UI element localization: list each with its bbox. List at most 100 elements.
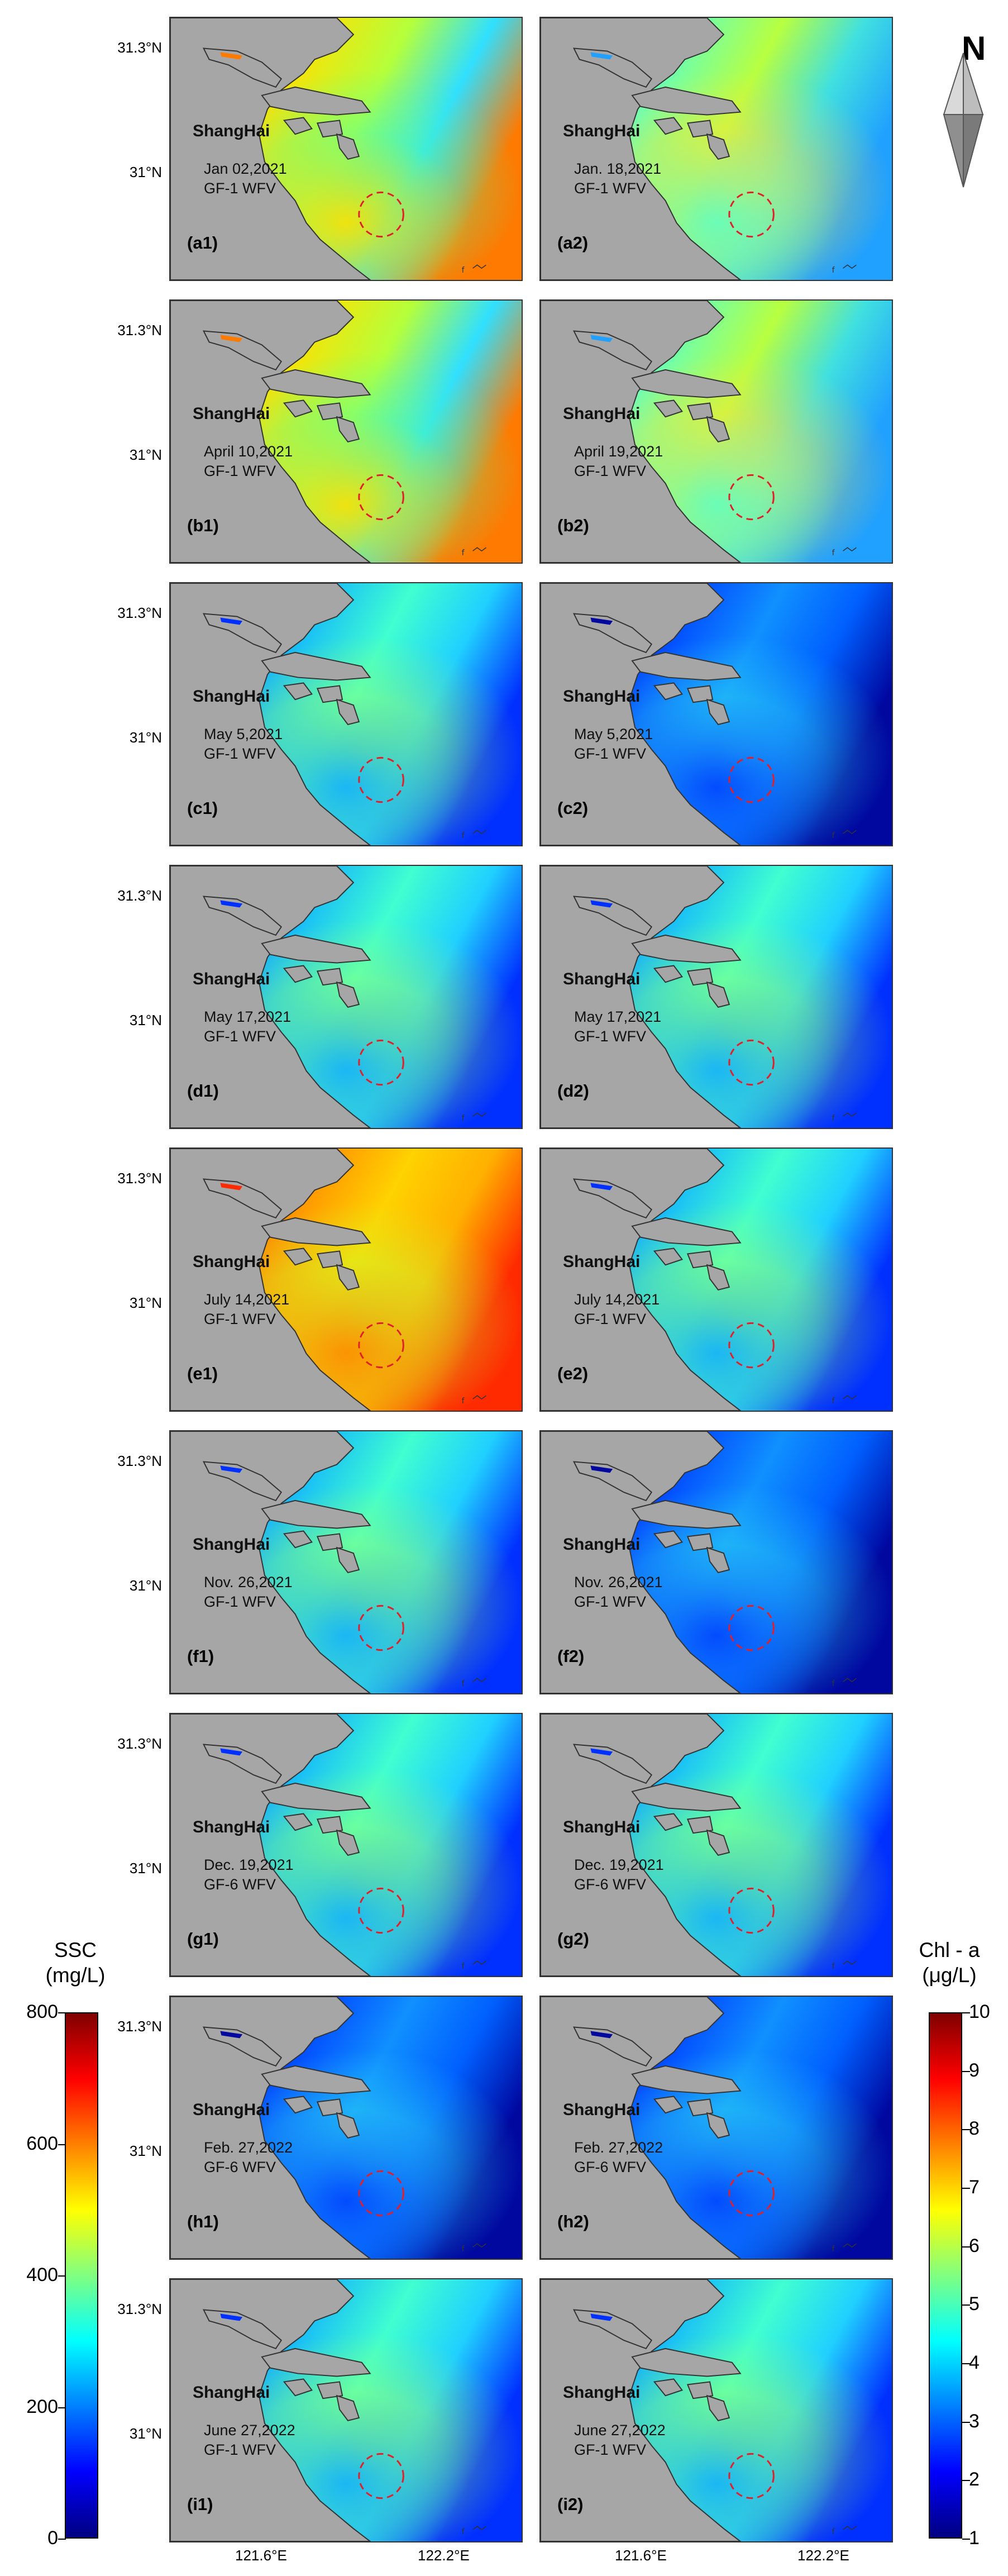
map-panel-d2: f ShangHai May 17,2021 GF-1 WFV (d2) (539, 865, 893, 1129)
date-label: May 5,2021 (574, 726, 653, 742)
svg-text:f: f (832, 1679, 835, 1688)
sensor-label: GF-1 WFV (204, 1593, 276, 1610)
map-panel-g2: f ShangHai Dec. 19,2021 GF-6 WFV (g2) (539, 1713, 893, 1977)
lat-label-31: 31°N (129, 2425, 162, 2442)
date-label: Jan 02,2021 (204, 160, 287, 177)
map-panel-b1: f ShangHai April 10,2021 GF-1 WFV (b1) (169, 299, 523, 564)
svg-text:f: f (462, 2245, 465, 2254)
date-label: June 27,2022 (574, 2422, 666, 2439)
lon-label-122-2: 122.2°E (418, 2547, 470, 2564)
map-image: f (170, 2279, 522, 2541)
city-label: ShangHai (193, 687, 270, 706)
svg-text:f: f (832, 1962, 835, 1971)
colorbar-tick-label: 9 (969, 2059, 980, 2081)
sensor-label: GF-6 WFV (204, 1876, 276, 1893)
map-panel-i2: f ShangHai June 27,2022 GF-1 WFV (i2) (539, 2278, 893, 2542)
colorbar-tick-mark (962, 2070, 970, 2072)
city-label: ShangHai (193, 122, 270, 140)
panel-label: (i1) (187, 2494, 213, 2514)
date-label: May 17,2021 (574, 1008, 662, 1025)
city-label: ShangHai (193, 1535, 270, 1554)
map-panel-e1: f ShangHai July 14,2021 GF-1 WFV (e1) (169, 1147, 523, 1412)
colorbar-tick-mark (962, 2304, 970, 2306)
svg-text:f: f (832, 2527, 835, 2536)
svg-text:f: f (462, 1397, 465, 1406)
lon-label-121-6: 121.6°E (615, 2547, 667, 2564)
colorbar-tick-mark (58, 2407, 66, 2408)
colorbar-tick-mark (962, 2246, 970, 2248)
map-image: f (541, 301, 892, 563)
city-label: ShangHai (563, 2383, 641, 2402)
panel-label: (b1) (187, 516, 219, 535)
panel-label: (c2) (557, 798, 589, 818)
map-panel-h1: f ShangHai Feb. 27,2022 GF-6 WFV (h1) (169, 1996, 523, 2260)
colorbar-tick-mark (58, 2275, 66, 2277)
panel-label: (h2) (557, 2212, 589, 2231)
colorbar-tick-mark (962, 2480, 970, 2482)
date-label: Nov. 26,2021 (574, 1574, 663, 1591)
map-image: f (541, 1431, 892, 1693)
lat-label-31-3: 31.3°N (117, 2301, 162, 2317)
map-panel-h2: f ShangHai Feb. 27,2022 GF-6 WFV (h2) (539, 1996, 893, 2260)
city-label: ShangHai (563, 1535, 641, 1554)
lat-label-31-3: 31.3°N (117, 322, 162, 339)
map-image: f (170, 301, 522, 563)
date-label: July 14,2021 (204, 1291, 290, 1308)
sensor-label: GF-6 WFV (204, 2159, 276, 2175)
svg-text:f: f (832, 1397, 835, 1406)
map-panel-f1: f ShangHai Nov. 26,2021 GF-1 WFV (f1) (169, 1430, 523, 1694)
svg-text:f: f (462, 266, 465, 275)
date-label: Jan. 18,2021 (574, 160, 662, 177)
lat-label-31: 31°N (129, 446, 162, 463)
colorbar-tick-mark (962, 2363, 970, 2364)
colorbar-tick-mark (962, 2188, 970, 2189)
svg-text:f: f (832, 2245, 835, 2254)
map-panel-c2: f ShangHai May 5,2021 GF-1 WFV (c2) (539, 582, 893, 846)
chl-title: Chl - a (919, 1939, 980, 1961)
sensor-label: GF-1 WFV (574, 463, 646, 479)
date-label: Feb. 27,2022 (204, 2139, 293, 2156)
lat-label-31-3: 31.3°N (117, 1170, 162, 1187)
panel-label: (h1) (187, 2212, 219, 2231)
colorbar-tick-mark (962, 2012, 970, 2013)
panel-label: (g1) (187, 1929, 219, 1949)
map-image: f (170, 1431, 522, 1693)
colorbar-tick-mark (58, 2144, 66, 2145)
sensor-label: GF-1 WFV (574, 1311, 646, 1327)
colorbar-tick-label: 600 (26, 2132, 58, 2154)
lat-label-31: 31°N (129, 164, 162, 180)
sensor-label: GF-1 WFV (574, 180, 646, 197)
city-label: ShangHai (193, 404, 270, 423)
city-label: ShangHai (563, 1253, 641, 1271)
colorbar-tick-label: 6 (969, 2235, 980, 2256)
panel-label: (i2) (557, 2494, 584, 2514)
panel-label: (c1) (187, 798, 218, 818)
chl-gradient-bar (929, 2012, 962, 2539)
colorbar-tick-label: 2 (969, 2469, 980, 2491)
lat-label-31: 31°N (129, 1012, 162, 1029)
map-image: f (541, 1149, 892, 1411)
ssc-unit: (mg/L) (45, 1964, 106, 1987)
colorbar-tick-label: 10 (969, 2001, 990, 2022)
date-label: May 17,2021 (204, 1008, 292, 1025)
svg-text:f: f (462, 1679, 465, 1688)
svg-text:f: f (462, 549, 465, 558)
map-panel-e2: f ShangHai July 14,2021 GF-1 WFV (e2) (539, 1147, 893, 1412)
north-arrow-icon (943, 53, 984, 188)
city-label: ShangHai (563, 404, 641, 423)
lat-label-31-3: 31.3°N (117, 1735, 162, 1752)
map-image: f (170, 583, 522, 845)
sensor-label: GF-1 WFV (204, 1028, 276, 1045)
map-panel-f2: f ShangHai Nov. 26,2021 GF-1 WFV (f2) (539, 1430, 893, 1694)
city-label: ShangHai (563, 2101, 641, 2119)
map-image: f (541, 1714, 892, 1976)
colorbar-tick-label: 1 (969, 2527, 980, 2549)
date-label: Dec. 19,2021 (574, 1856, 664, 1873)
sensor-label: GF-6 WFV (574, 2159, 646, 2175)
panel-label: (d1) (187, 1081, 219, 1101)
colorbar-tick-mark (962, 2129, 970, 2131)
svg-text:f: f (832, 831, 835, 840)
city-label: ShangHai (563, 1818, 641, 1836)
lat-label-31-3: 31.3°N (117, 887, 162, 904)
panel-label: (e2) (557, 1364, 589, 1383)
